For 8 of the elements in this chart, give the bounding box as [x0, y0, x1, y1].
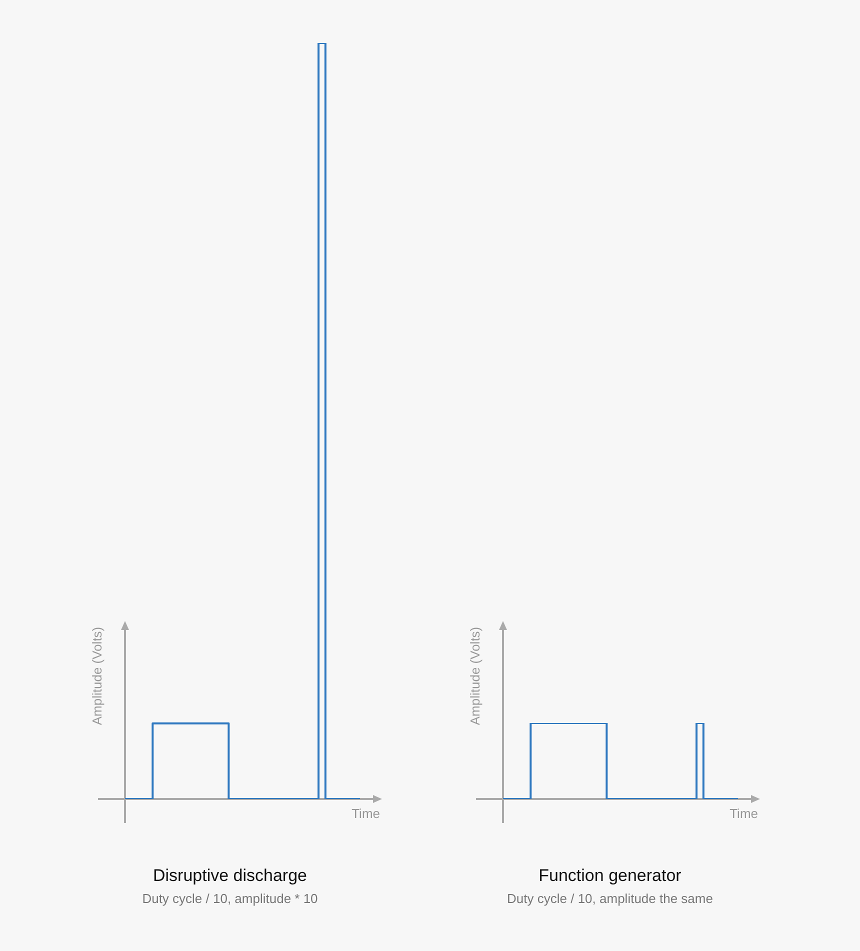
x-axis-title: Time: [730, 806, 758, 822]
text: Disruptive discharge: [152, 866, 308, 886]
x-axis-title: Time: [352, 806, 380, 822]
text: Duty cycle / 10, amplitude the same: [506, 891, 714, 906]
y-axis-title: Amplitude (Volts): [90, 626, 105, 726]
text: Function generator: [538, 866, 682, 886]
y-axis-title: Amplitude (Volts): [468, 626, 483, 726]
text: Duty cycle / 10, amplitude * 10: [141, 891, 319, 906]
